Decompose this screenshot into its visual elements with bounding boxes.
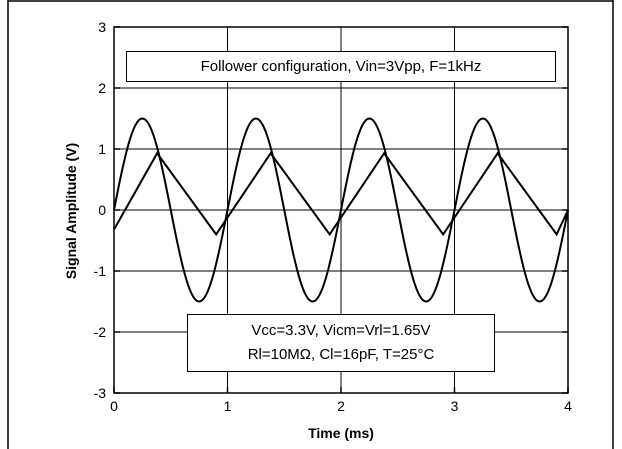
conditions-line-1: Vcc=3.3V, Vicm=Vrl=1.65V: [251, 322, 431, 339]
y-tick-label: 2: [98, 80, 106, 96]
x-tick-label: 0: [110, 398, 118, 414]
y-tick-label: -2: [94, 324, 107, 340]
y-tick-label: 0: [98, 202, 106, 218]
x-tick-label: 1: [224, 398, 232, 414]
chart-title: Follower configuration, Vin=3Vpp, F=1kHz: [200, 58, 482, 75]
conditions-box: Vcc=3.3V, Vicm=Vrl=1.65V Rl=10MΩ, Cl=16p…: [187, 314, 495, 372]
chart-title-box: Follower configuration, Vin=3Vpp, F=1kHz: [126, 51, 556, 82]
series-output-line: [113, 151, 569, 237]
series-sine-input-line: [113, 117, 569, 303]
y-tick-label: 1: [98, 141, 106, 157]
x-axis-label: Time (ms): [308, 425, 374, 441]
x-tick-label: 4: [564, 398, 572, 414]
y-tick-label: 3: [98, 19, 106, 35]
y-axis-label: Signal Amplitude (V): [63, 143, 79, 279]
conditions-line-2: Rl=10MΩ, Cl=16pF, T=25°C: [247, 346, 435, 363]
axis-ticks: [113, 26, 569, 394]
series-layer: [113, 117, 569, 303]
y-tick-label: -1: [94, 263, 107, 279]
x-tick-label: 3: [451, 398, 459, 414]
tick-labels: 0 1 2 3 4 -3 -2 -1 0 1 2 3: [94, 19, 573, 414]
y-tick-label: -3: [94, 385, 107, 401]
x-tick-label: 2: [337, 398, 345, 414]
